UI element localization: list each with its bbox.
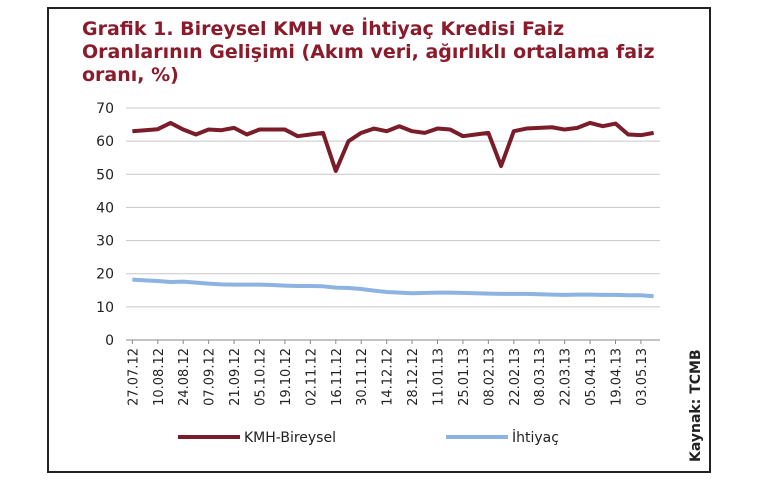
y-tick-label: 0 [105, 333, 114, 349]
x-tick-label: 25.01.13 [457, 348, 472, 406]
legend-label: KMH-Bireysel [244, 430, 336, 446]
x-tick-label: 07.09.12 [203, 348, 218, 406]
series-line [132, 120, 655, 173]
x-tick-label: 19.04.13 [610, 348, 625, 406]
y-tick-label: 40 [96, 200, 114, 216]
y-tick-label: 30 [96, 234, 114, 250]
x-tick-label: 30.11.12 [355, 348, 370, 406]
x-tick-label: 16.11.12 [330, 348, 345, 406]
x-tick-label: 22.02.13 [508, 348, 523, 406]
legend-label: İhtiyaç [512, 428, 559, 446]
y-tick-label: 70 [96, 101, 114, 117]
frame [47, 7, 711, 473]
series-line [132, 277, 654, 299]
y-tick-label: 50 [96, 167, 114, 183]
x-tick-label: 24.08.12 [177, 348, 192, 406]
x-tick-label: 14.12.12 [381, 348, 396, 406]
y-tick-label: 60 [96, 134, 114, 150]
x-tick-label: 27.07.12 [126, 348, 141, 406]
x-tick-label: 28.12.12 [406, 348, 421, 406]
x-tick-label: 11.01.13 [432, 348, 447, 406]
x-tick-label: 02.11.12 [304, 348, 319, 406]
x-tick-label: 03.05.13 [635, 348, 650, 406]
x-tick-label: 05.10.12 [254, 348, 269, 406]
x-tick-label: 05.04.13 [584, 348, 599, 406]
chart-title: Grafik 1. Bireysel KMH ve İhtiyaç Kredis… [82, 18, 655, 86]
x-tick-label: 08.03.13 [533, 348, 548, 406]
source: Kaynak: TCMB [688, 349, 704, 462]
y-tick-label: 20 [96, 267, 114, 283]
y-tick-label: 10 [96, 300, 114, 316]
x-tick-label: 22.03.13 [559, 348, 574, 406]
x-tick-label: 10.08.12 [152, 348, 167, 406]
x-tick-label: 19.10.12 [279, 348, 294, 406]
x-tick-label: 08.02.13 [482, 348, 497, 406]
x-tick-label: 21.09.12 [228, 348, 243, 406]
